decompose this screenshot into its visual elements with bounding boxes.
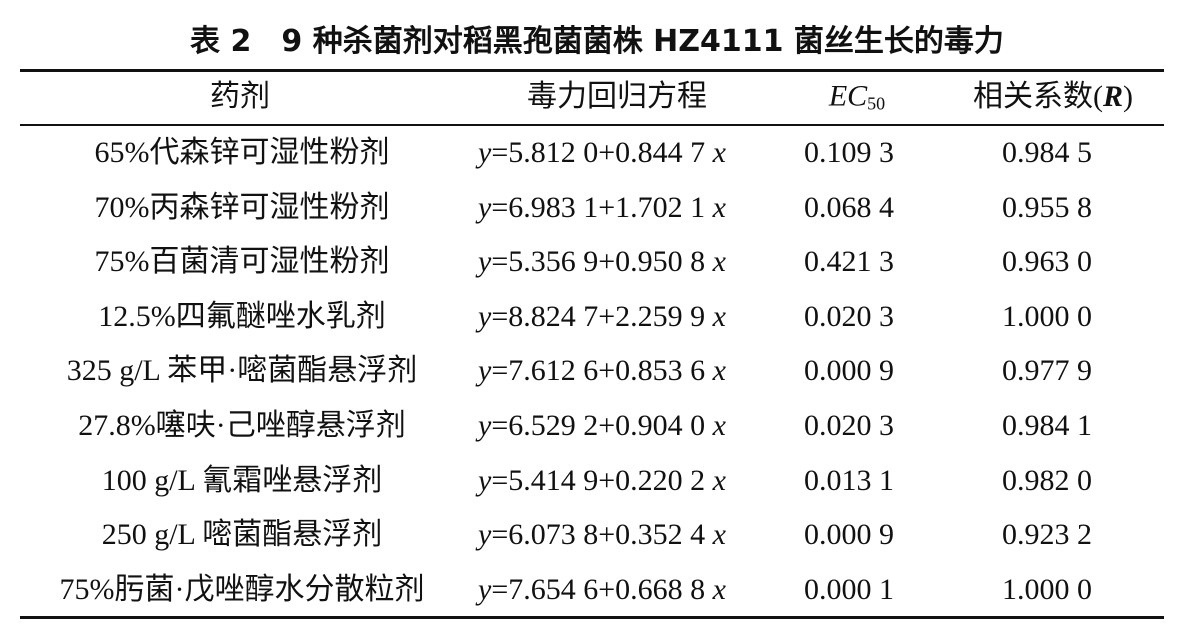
correlation-value: 0.923 2: [1002, 518, 1092, 552]
drug-name: 70%丙森锌可湿性粉剂: [94, 190, 390, 224]
correlation-value: 1.000 0: [1002, 299, 1092, 333]
regression-equation: y=7.654 6+0.668 8 x: [478, 572, 726, 606]
correlation-value: 0.963 0: [1002, 245, 1092, 279]
bottom-rule: [20, 616, 1164, 619]
correlation-value: 0.955 8: [1002, 190, 1092, 224]
header-cell: 毒力回归方程: [527, 80, 707, 113]
correlation-value: 0.977 9: [1002, 354, 1092, 388]
header-cell: 药剂: [210, 80, 270, 113]
drug-name: 27.8%噻呋·己唑醇悬浮剂: [78, 409, 406, 442]
ec50-value: 0.000 9: [804, 518, 894, 552]
correlation-value: 1.000 0: [1002, 572, 1092, 606]
regression-equation: y=5.356 9+0.950 8 x: [478, 245, 726, 279]
drug-name: 100 g/L 氰霜唑悬浮剂: [101, 463, 383, 497]
correlation-value: 0.984 5: [1002, 136, 1092, 169]
ec50-value: 0.421 3: [804, 245, 894, 279]
drug-name: 75%百菌清可湿性粉剂: [94, 245, 390, 279]
regression-equation: y=6.073 8+0.352 4 x: [478, 518, 726, 552]
regression-equation: y=6.529 2+0.904 0 x: [478, 409, 726, 442]
regression-equation: y=5.812 0+0.844 7 x: [478, 136, 726, 169]
drug-name: 12.5%四氟醚唑水乳剂: [98, 299, 386, 333]
regression-equation: y=8.824 7+2.259 9 x: [478, 299, 726, 333]
ec50-value: 0.109 3: [804, 136, 894, 169]
drug-name: 75%肟菌·戊唑醇水分散粒剂: [59, 572, 425, 606]
ec50-value: 0.000 1: [804, 572, 894, 606]
ec50-value: 0.013 1: [804, 463, 894, 497]
regression-equation: y=6.983 1+1.702 1 x: [478, 190, 726, 224]
header-cell: 相关系数(R): [972, 80, 1134, 113]
ec50-value: 0.000 9: [804, 354, 894, 388]
ec50-value: 0.020 3: [804, 409, 894, 442]
correlation-value: 0.982 0: [1002, 463, 1092, 497]
header-rule: [20, 124, 1164, 126]
drug-name: 65%代森锌可湿性粉剂: [94, 136, 390, 169]
regression-equation: y=7.612 6+0.853 6 x: [478, 354, 726, 388]
top-rule: [20, 69, 1164, 72]
drug-name: 250 g/L 嘧菌酯悬浮剂: [101, 518, 383, 552]
ec50-value: 0.068 4: [804, 190, 894, 224]
ec50-value: 0.020 3: [804, 299, 894, 333]
table-title: 表 2 9 种杀菌剂对稻黑孢菌菌株 HZ4111 菌丝生长的毒力: [190, 24, 1004, 59]
correlation-value: 0.984 1: [1002, 409, 1092, 442]
header-cell: EC50: [828, 79, 886, 114]
drug-name: 325 g/L 苯甲·嘧菌酯悬浮剂: [66, 354, 418, 388]
regression-equation: y=5.414 9+0.220 2 x: [478, 463, 726, 497]
